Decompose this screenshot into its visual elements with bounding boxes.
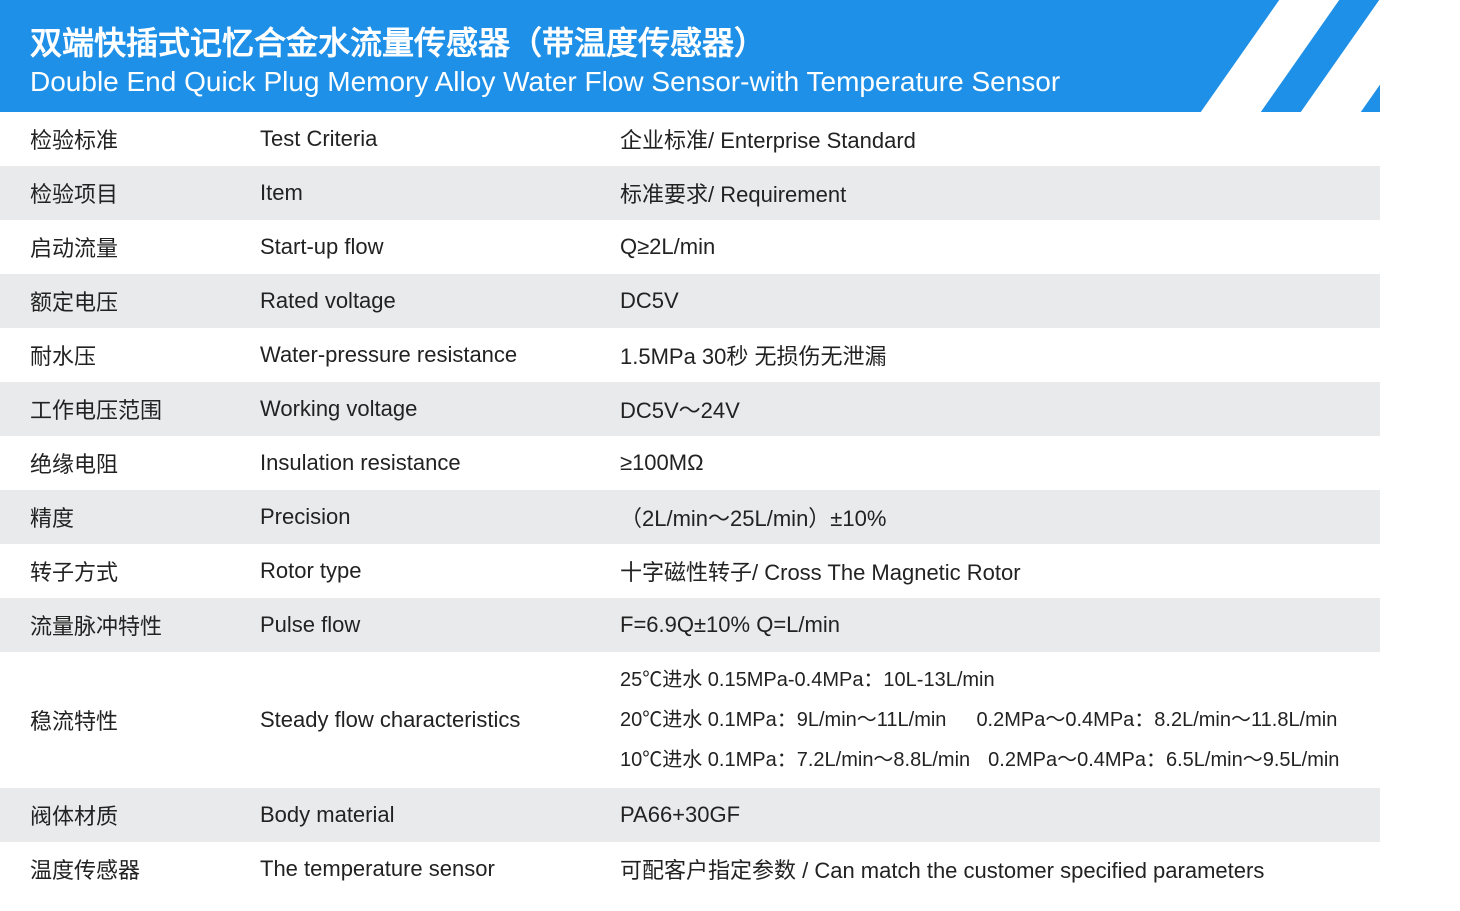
cell-val: ≥100MΩ [590, 436, 1380, 490]
cell-cn: 绝缘电阻 [0, 436, 230, 490]
cell-cn: 检验标准 [0, 112, 230, 166]
table-row: 检验项目 Item 标准要求/ Requirement [0, 166, 1380, 220]
cell-en: Working voltage [230, 382, 590, 436]
cell-val: 25℃进水 0.15MPa-0.4MPa：10L-13L/min 20℃进水 0… [590, 652, 1380, 788]
cell-cn: 额定电压 [0, 274, 230, 328]
table-row-steady: 稳流特性 Steady flow characteristics 25℃进水 0… [0, 652, 1380, 788]
cell-en: Precision [230, 490, 590, 544]
table-row: 转子方式 Rotor type 十字磁性转子/ Cross The Magnet… [0, 544, 1380, 598]
table-row: 启动流量 Start-up flow Q≥2L/min [0, 220, 1380, 274]
table-row: 阀体材质 Body material PA66+30GF [0, 788, 1380, 842]
cell-val: 可配客户指定参数 / Can match the customer specif… [590, 842, 1380, 896]
cell-en: Item [230, 166, 590, 220]
table-row: 额定电压 Rated voltage DC5V [0, 274, 1380, 328]
cell-cn: 启动流量 [0, 220, 230, 274]
cell-cn: 稳流特性 [0, 652, 230, 788]
table-row: 流量脉冲特性 Pulse flow F=6.9Q±10% Q=L/min [0, 598, 1380, 652]
cell-en: Test Criteria [230, 112, 590, 166]
steady-line-1: 25℃进水 0.15MPa-0.4MPa：10L-13L/min [620, 660, 1380, 700]
spec-sheet: 双端快插式记忆合金水流量传感器（带温度传感器） Double End Quick… [0, 0, 1380, 896]
cell-en: The temperature sensor [230, 842, 590, 896]
cell-cn: 精度 [0, 490, 230, 544]
cell-en: Insulation resistance [230, 436, 590, 490]
title-cn: 双端快插式记忆合金水流量传感器（带温度传感器） [30, 18, 1350, 64]
cell-val: 标准要求/ Requirement [590, 166, 1380, 220]
steady-line-3: 10℃进水 0.1MPa：7.2L/min～8.8L/min0.2MPa～0.4… [620, 740, 1380, 780]
table-row: 工作电压范围 Working voltage DC5V～24V [0, 382, 1380, 436]
spec-table: 检验标准 Test Criteria 企业标准/ Enterprise Stan… [0, 112, 1380, 896]
cell-cn: 温度传感器 [0, 842, 230, 896]
cell-val: 十字磁性转子/ Cross The Magnetic Rotor [590, 544, 1380, 598]
table-row: 检验标准 Test Criteria 企业标准/ Enterprise Stan… [0, 112, 1380, 166]
cell-cn: 流量脉冲特性 [0, 598, 230, 652]
table-row: 耐水压 Water-pressure resistance 1.5MPa 30秒… [0, 328, 1380, 382]
table-row: 温度传感器 The temperature sensor 可配客户指定参数 / … [0, 842, 1380, 896]
cell-cn: 工作电压范围 [0, 382, 230, 436]
cell-val: 1.5MPa 30秒 无损伤无泄漏 [590, 328, 1380, 382]
cell-cn: 检验项目 [0, 166, 230, 220]
cell-val: PA66+30GF [590, 788, 1380, 842]
cell-en: Rated voltage [230, 274, 590, 328]
cell-en: Rotor type [230, 544, 590, 598]
cell-cn: 转子方式 [0, 544, 230, 598]
header-banner: 双端快插式记忆合金水流量传感器（带温度传感器） Double End Quick… [0, 0, 1380, 112]
cell-val: 企业标准/ Enterprise Standard [590, 112, 1380, 166]
table-row: 精度 Precision （2L/min～25L/min）±10% [0, 490, 1380, 544]
cell-cn: 耐水压 [0, 328, 230, 382]
cell-val: DC5V [590, 274, 1380, 328]
cell-en: Water-pressure resistance [230, 328, 590, 382]
cell-cn: 阀体材质 [0, 788, 230, 842]
cell-val: Q≥2L/min [590, 220, 1380, 274]
table-row: 绝缘电阻 Insulation resistance ≥100MΩ [0, 436, 1380, 490]
cell-en: Pulse flow [230, 598, 590, 652]
steady-line-2: 20℃进水 0.1MPa：9L/min～11L/min0.2MPa～0.4MPa… [620, 700, 1380, 740]
title-en: Double End Quick Plug Memory Alloy Water… [30, 66, 1350, 98]
cell-en: Steady flow characteristics [230, 652, 590, 788]
cell-val: （2L/min～25L/min）±10% [590, 490, 1380, 544]
cell-val: F=6.9Q±10% Q=L/min [590, 598, 1380, 652]
cell-en: Start-up flow [230, 220, 590, 274]
cell-val: DC5V～24V [590, 382, 1380, 436]
cell-en: Body material [230, 788, 590, 842]
